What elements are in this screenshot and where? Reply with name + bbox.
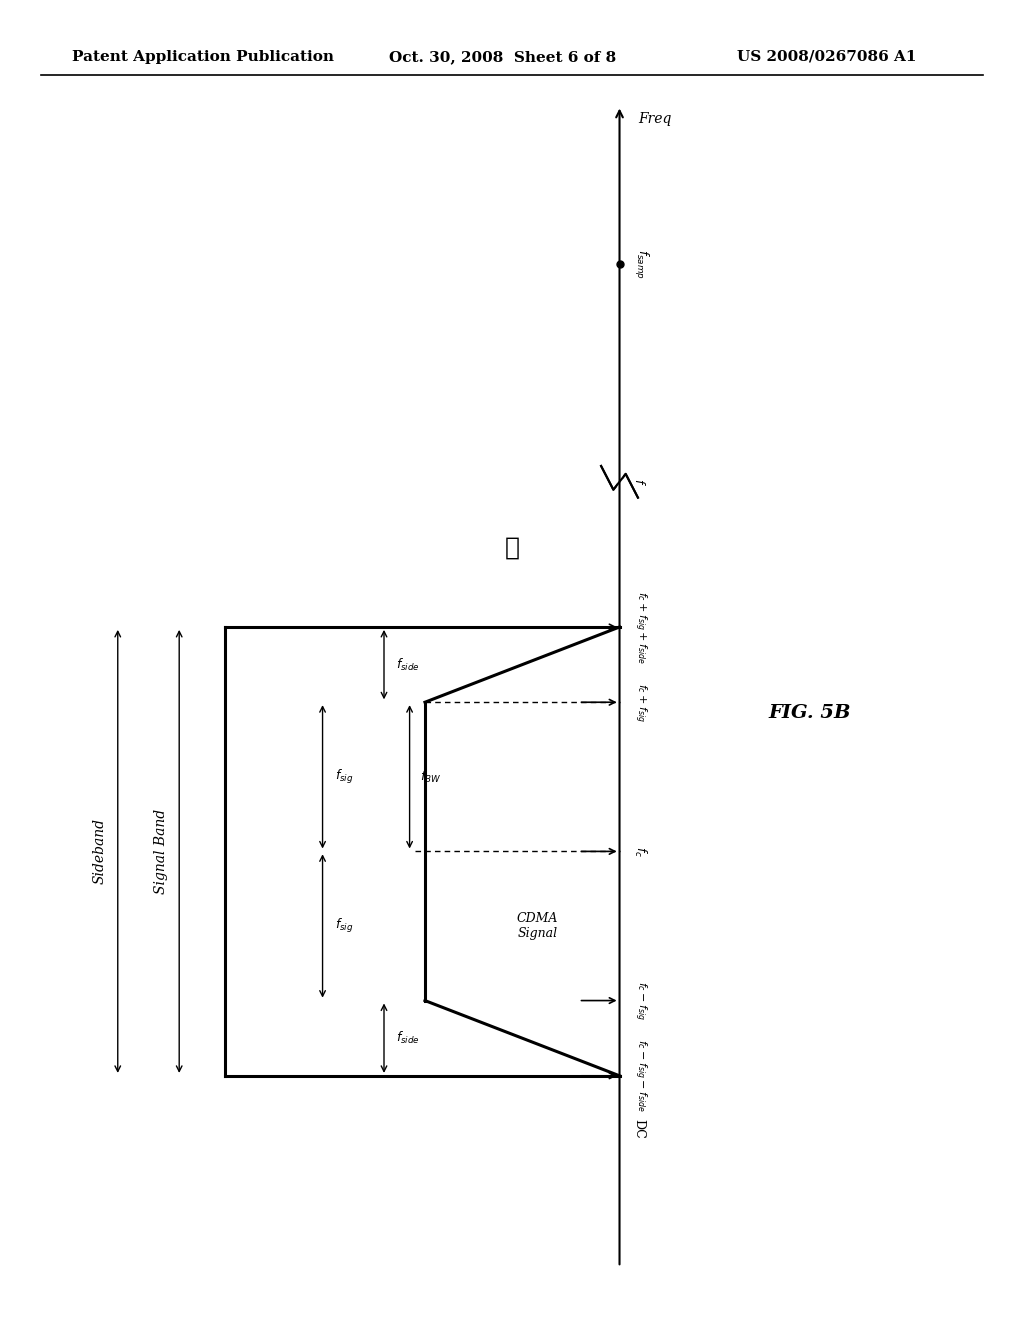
Text: $f_c-f_{sig}-f_{side}$: $f_c-f_{sig}-f_{side}$ [632, 1039, 648, 1113]
Text: $f_c+f_{sig}$: $f_c+f_{sig}$ [632, 682, 648, 722]
Text: Sideband: Sideband [92, 818, 106, 884]
Text: $f_{BW}$: $f_{BW}$ [420, 768, 441, 785]
Text: CDMA
Signal: CDMA Signal [517, 912, 558, 940]
Text: Oct. 30, 2008  Sheet 6 of 8: Oct. 30, 2008 Sheet 6 of 8 [389, 50, 616, 63]
Text: $f_{sig}$: $f_{sig}$ [335, 917, 353, 935]
Text: FIG. 5B: FIG. 5B [768, 704, 851, 722]
Text: ⋮: ⋮ [505, 536, 519, 560]
Text: $f_{side}$: $f_{side}$ [396, 656, 420, 673]
Text: DC: DC [632, 1119, 645, 1138]
Text: $f$: $f$ [632, 478, 646, 486]
Text: $f_c+f_{sig}+f_{side}$: $f_c+f_{sig}+f_{side}$ [632, 590, 648, 664]
Text: $f_c-f_{sig}$: $f_c-f_{sig}$ [632, 981, 648, 1020]
Text: $f_{samp}$: $f_{samp}$ [632, 249, 650, 279]
Text: Signal Band: Signal Band [154, 809, 168, 894]
Text: US 2008/0267086 A1: US 2008/0267086 A1 [737, 50, 916, 63]
Text: $f_{sig}$: $f_{sig}$ [335, 768, 353, 785]
Text: Patent Application Publication: Patent Application Publication [72, 50, 334, 63]
Text: $f_c$: $f_c$ [632, 846, 648, 857]
Text: Freq: Freq [638, 112, 672, 127]
Text: $f_{side}$: $f_{side}$ [396, 1030, 420, 1047]
